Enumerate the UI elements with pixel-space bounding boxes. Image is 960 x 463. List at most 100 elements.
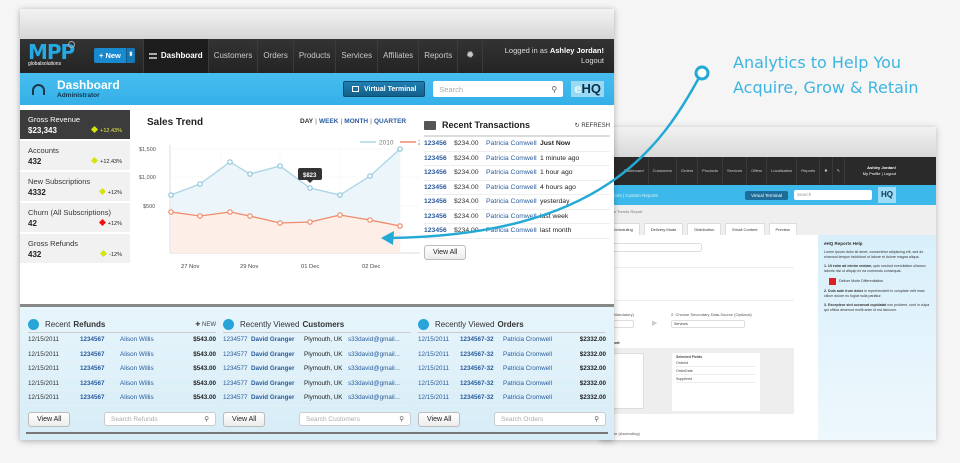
view-all-transactions-button[interactable]: View All <box>424 244 467 260</box>
svg-text:$823: $823 <box>303 173 317 179</box>
selected-field[interactable]: OrderDate <box>676 367 756 375</box>
transaction-row[interactable]: 123456 $234.00 Patricia Comwell yesterday <box>424 195 610 210</box>
x-tick: 02 Dec <box>362 264 380 270</box>
search-icon[interactable]: ⚲ <box>551 84 558 94</box>
y-tick: $1,000 <box>139 175 156 181</box>
nav-item-reports[interactable]: Reports <box>418 39 457 73</box>
virtual-terminal-button[interactable]: Virtual Terminal <box>745 190 788 200</box>
nav-item-customers[interactable]: Customers <box>207 39 258 73</box>
period-week[interactable]: WEEK <box>318 118 339 125</box>
refund-row[interactable]: 12/15/2011 1234567 Alison Willis $543.00 <box>28 348 216 362</box>
page-header: Dashboard Administrator Virtual Terminal… <box>20 73 614 105</box>
customer-icon <box>223 319 234 330</box>
transaction-row[interactable]: 123456 $234.00 Patricia Comwell 1 minute ag… <box>424 152 610 166</box>
transaction-row[interactable]: 123456 $234.00 Patricia Comwell last month <box>424 224 610 239</box>
new-refund-button[interactable]: ✚ NEW <box>195 322 216 328</box>
period-month[interactable]: MONTH <box>344 118 369 125</box>
customer-row[interactable]: 1234577 David Granger Plymouth, UK s33david… <box>223 377 411 391</box>
selected-field[interactable]: OrderId <box>676 359 756 367</box>
order-row[interactable]: 12/15/2011 1234567-32 Patricia Cromwell $23… <box>418 333 606 348</box>
search-refunds-input[interactable]: Search Refunds ⚲ <box>104 412 216 426</box>
new-button[interactable]: + New ⬍ <box>94 48 135 63</box>
search-input[interactable]: Search <box>794 190 872 200</box>
view-all-refunds-button[interactable]: View All <box>28 411 71 427</box>
bottom-panels: Recent Refunds ✚ NEW 12/15/2011 1234567 Alis… <box>20 304 614 440</box>
nav-item-dashboard[interactable]: Dashboard <box>142 39 208 73</box>
order-row[interactable]: 12/15/2011 1234567-32 Patricia Cromwell $23… <box>418 377 606 391</box>
reports-subbar: Reports | Custom Reports Virtual Termina… <box>600 185 936 205</box>
selected-field[interactable]: SupplierId <box>676 375 756 383</box>
stat-churn[interactable]: Churn (All Subscriptions) 42 +12% <box>20 203 130 234</box>
logo-gear-icon <box>68 41 75 48</box>
search-icon[interactable]: ⚲ <box>399 416 404 423</box>
refund-row[interactable]: 12/15/2011 1234567 Alison Willis $543.00 <box>28 377 216 391</box>
page-title: Dashboard <box>57 77 120 92</box>
stat-new-subscriptions[interactable]: New Subscriptions 4332 +12% <box>20 172 130 203</box>
order-row[interactable]: 12/15/2011 1234567-32 Patricia Cromwell $23… <box>418 362 606 377</box>
customer-row[interactable]: 1234577 David Granger Plymouth, UK s33david… <box>223 333 411 348</box>
dashboard-main: Gross Revenue $23,343 +12.43% Accounts 43… <box>20 105 614 285</box>
page-subtitle: Administrator <box>57 91 100 99</box>
transaction-row[interactable]: 123456 $234.00 Patricia Comwell 4 hours ago <box>424 181 610 195</box>
view-all-orders-button[interactable]: View All <box>418 411 461 427</box>
help-video-link[interactable]: Deliver Mode Differentiation <box>829 278 930 285</box>
report-name-input[interactable] <box>600 243 702 252</box>
refresh-button[interactable]: ↻ REFRESH <box>574 122 610 129</box>
nav-item-products[interactable]: Products <box>292 39 336 73</box>
order-row[interactable]: 12/15/2011 1234567-32 Patricia Cromwell $23… <box>418 391 606 406</box>
stat-accounts[interactable]: Accounts 432 +12.43% <box>20 141 130 172</box>
nav-item-affiliates[interactable]: Affiliates <box>377 39 418 73</box>
transaction-row[interactable]: 123456 $234.00 Patricia Comwell Just Now <box>424 137 610 152</box>
legend-2011: 2011 <box>418 140 420 147</box>
logout-link[interactable]: Logout <box>581 56 604 65</box>
dropdown-caret-icon[interactable]: ⬍ <box>125 48 135 63</box>
search-input[interactable]: Search ⚲ <box>433 81 564 97</box>
nav-item-services[interactable]: Services <box>335 39 377 73</box>
view-all-customers-button[interactable]: View All <box>223 411 266 427</box>
secondary-source-select[interactable]: Services <box>671 320 745 328</box>
marketing-tagline: Analytics to Help You Acquire, Grow & Re… <box>733 53 919 97</box>
nav-item-reports[interactable]: Reports <box>797 157 821 185</box>
virtual-terminal-button[interactable]: Virtual Terminal <box>343 81 426 97</box>
transaction-row[interactable]: 123456 $234.00 Patricia Comwell last week <box>424 210 610 224</box>
stat-gross-refunds[interactable]: Gross Refunds 432 -12% <box>20 234 130 265</box>
refund-row[interactable]: 12/15/2011 1234567 Alison Willis $543.00 <box>28 333 216 348</box>
refund-row[interactable]: 12/15/2011 1234567 Alison Willis $543.00 <box>28 391 216 406</box>
tab-delivery-mode[interactable]: Delivery Mode <box>643 223 684 235</box>
trend-up-icon <box>100 249 108 258</box>
gear-icon[interactable]: ✹ <box>457 39 484 73</box>
nav-item-orders[interactable]: Orders <box>677 157 699 185</box>
refund-row[interactable]: 12/15/2011 1234567 Alison Willis $543.00 <box>28 362 216 377</box>
search-orders-input[interactable]: Search Orders ⚲ <box>494 412 606 426</box>
period-quarter[interactable]: QUARTER <box>373 118 407 125</box>
tab-email-content[interactable]: Email Content <box>725 223 765 235</box>
tab-distribution[interactable]: Distribution <box>687 223 722 235</box>
logo[interactable]: MPP globalsolutions <box>28 40 75 67</box>
period-day[interactable]: DAY <box>300 118 314 125</box>
nav-item-services[interactable]: Services <box>723 157 748 185</box>
nav-item-orders[interactable]: Orders <box>257 39 292 73</box>
search-icon[interactable]: ⚲ <box>594 416 599 423</box>
nav-item-offers[interactable]: Offers <box>747 157 768 185</box>
order-row[interactable]: 12/15/2011 1234567-32 Patricia Cromwell $23… <box>418 348 606 362</box>
search-icon[interactable]: ⚲ <box>204 416 209 423</box>
gear-icon[interactable]: ✹ <box>820 157 833 185</box>
customer-row[interactable]: 1234577 David Granger Plymouth, UK s33david… <box>223 391 411 406</box>
reports-top-nav: Dashboard Customers Orders Products Serv… <box>600 157 936 185</box>
recently-viewed-orders-panel: Recently Viewed Orders 12/15/2011 1234567-… <box>418 317 606 427</box>
customer-row[interactable]: 1234577 David Granger Plymouth, UK s33david… <box>223 348 411 362</box>
nav-item-products[interactable]: Products <box>698 157 723 185</box>
customer-row[interactable]: 1234577 David Granger Plymouth, UK s33david… <box>223 362 411 377</box>
stat-gross-revenue[interactable]: Gross Revenue $23,343 +12.43% <box>20 110 130 141</box>
tab-preview[interactable]: Preview <box>768 223 797 235</box>
nav-item-customers[interactable]: Customers <box>649 157 677 185</box>
refund-icon <box>28 319 39 330</box>
nav-item-dashboard[interactable]: Dashboard <box>620 157 649 185</box>
play-icon <box>829 278 836 285</box>
nav-item-localisation[interactable]: Localisation <box>767 157 798 185</box>
wrench-icon[interactable]: ✎ <box>833 157 845 185</box>
sales-trend-chart: 2010 2011 $1,500 $1,000 $500 <box>139 140 420 270</box>
search-customers-input[interactable]: Search Customers ⚲ <box>299 412 411 426</box>
transaction-row[interactable]: 123456 $234.00 Patricia Comwell 1 hour ago <box>424 166 610 181</box>
